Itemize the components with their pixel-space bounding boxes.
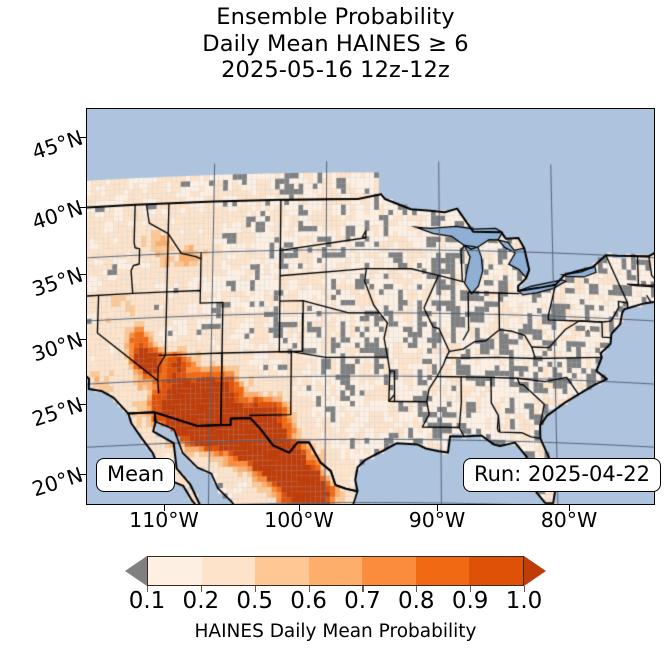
colorbar-segment-0 <box>148 557 202 585</box>
run-date-box: Run: 2025-04-22 <box>462 458 661 493</box>
lon-tickmark-1 <box>299 505 301 511</box>
lat-tick-45N: 45°N <box>29 125 86 165</box>
colorbar-tickmark-2 <box>254 586 256 592</box>
member-label-box: Mean <box>96 458 176 493</box>
lon-tickmark-0 <box>164 505 166 511</box>
colorbar-tick-0.1: 0.1 <box>128 588 166 614</box>
probability-heatmap <box>87 109 654 504</box>
lat-tickmark-4 <box>80 404 86 406</box>
lon-tick-100W: 100°W <box>264 508 334 532</box>
colorbar-segment-4 <box>362 557 416 585</box>
member-label-text: Mean <box>107 462 165 486</box>
lat-tickmark-3 <box>80 339 86 341</box>
colorbar-tickmark-6 <box>470 586 472 592</box>
colorbar-tickmark-3 <box>308 586 310 592</box>
colorbar-tick-0.7: 0.7 <box>344 588 381 614</box>
colorbar-tick-0.6: 0.6 <box>290 588 327 614</box>
colorbar-over-arrow <box>524 556 546 586</box>
lat-tickmark-2 <box>80 274 86 276</box>
page-title: Ensemble Probability Daily Mean HAINES ≥… <box>0 4 671 84</box>
lat-tick-30N: 30°N <box>29 327 86 367</box>
colorbar-tick-1.0: 1.0 <box>505 588 543 614</box>
lon-tick-90W: 90°W <box>408 508 466 532</box>
colorbar-tick-0.9: 0.9 <box>451 588 489 614</box>
lon-tickmark-2 <box>437 505 439 511</box>
colorbar-segment-2 <box>255 557 309 585</box>
map-axes <box>86 108 655 505</box>
lat-tickmark-1 <box>80 207 86 209</box>
colorbar-tickmark-0 <box>147 586 149 592</box>
colorbar <box>125 556 546 592</box>
colorbar-segment-3 <box>308 557 363 585</box>
colorbar-tickmark-7 <box>524 586 526 592</box>
lon-tick-110W: 110°W <box>129 508 199 532</box>
colorbar-segment-6 <box>469 557 524 585</box>
lat-tick-40N: 40°N <box>29 195 86 235</box>
lat-tick-25N: 25°N <box>29 392 86 432</box>
colorbar-tick-0.5: 0.5 <box>236 588 273 614</box>
colorbar-title: HAINES Daily Mean Probability <box>194 621 477 642</box>
lat-tick-20N: 20°N <box>29 462 86 502</box>
colorbar-tickmark-4 <box>362 586 364 592</box>
lat-tickmark-5 <box>80 474 86 476</box>
colorbar-tick-0.2: 0.2 <box>182 588 220 614</box>
title-line-2: Daily Mean HAINES ≥ 6 <box>202 30 469 57</box>
lon-tick-80W: 80°W <box>540 508 598 532</box>
lat-tickmark-0 <box>80 137 86 139</box>
run-date-text: Run: 2025-04-22 <box>473 462 650 486</box>
colorbar-tick-0.8: 0.8 <box>397 588 435 614</box>
lat-tick-35N: 35°N <box>29 262 86 302</box>
colorbar-segment-1 <box>201 557 256 585</box>
colorbar-tickmark-1 <box>200 586 203 592</box>
colorbar-segment-5 <box>415 557 470 585</box>
colorbar-tick-labels: 0.1 0.2 0.5 0.6 0.7 0.8 0.9 1.0 <box>100 588 571 618</box>
colorbar-under-arrow <box>125 556 147 586</box>
lon-tickmark-3 <box>569 505 571 511</box>
colorbar-gradient <box>147 556 524 586</box>
colorbar-tickmark-5 <box>416 586 418 592</box>
title-line-3: 2025-05-16 12z-12z <box>221 57 450 84</box>
title-line-1: Ensemble Probability <box>216 4 455 30</box>
